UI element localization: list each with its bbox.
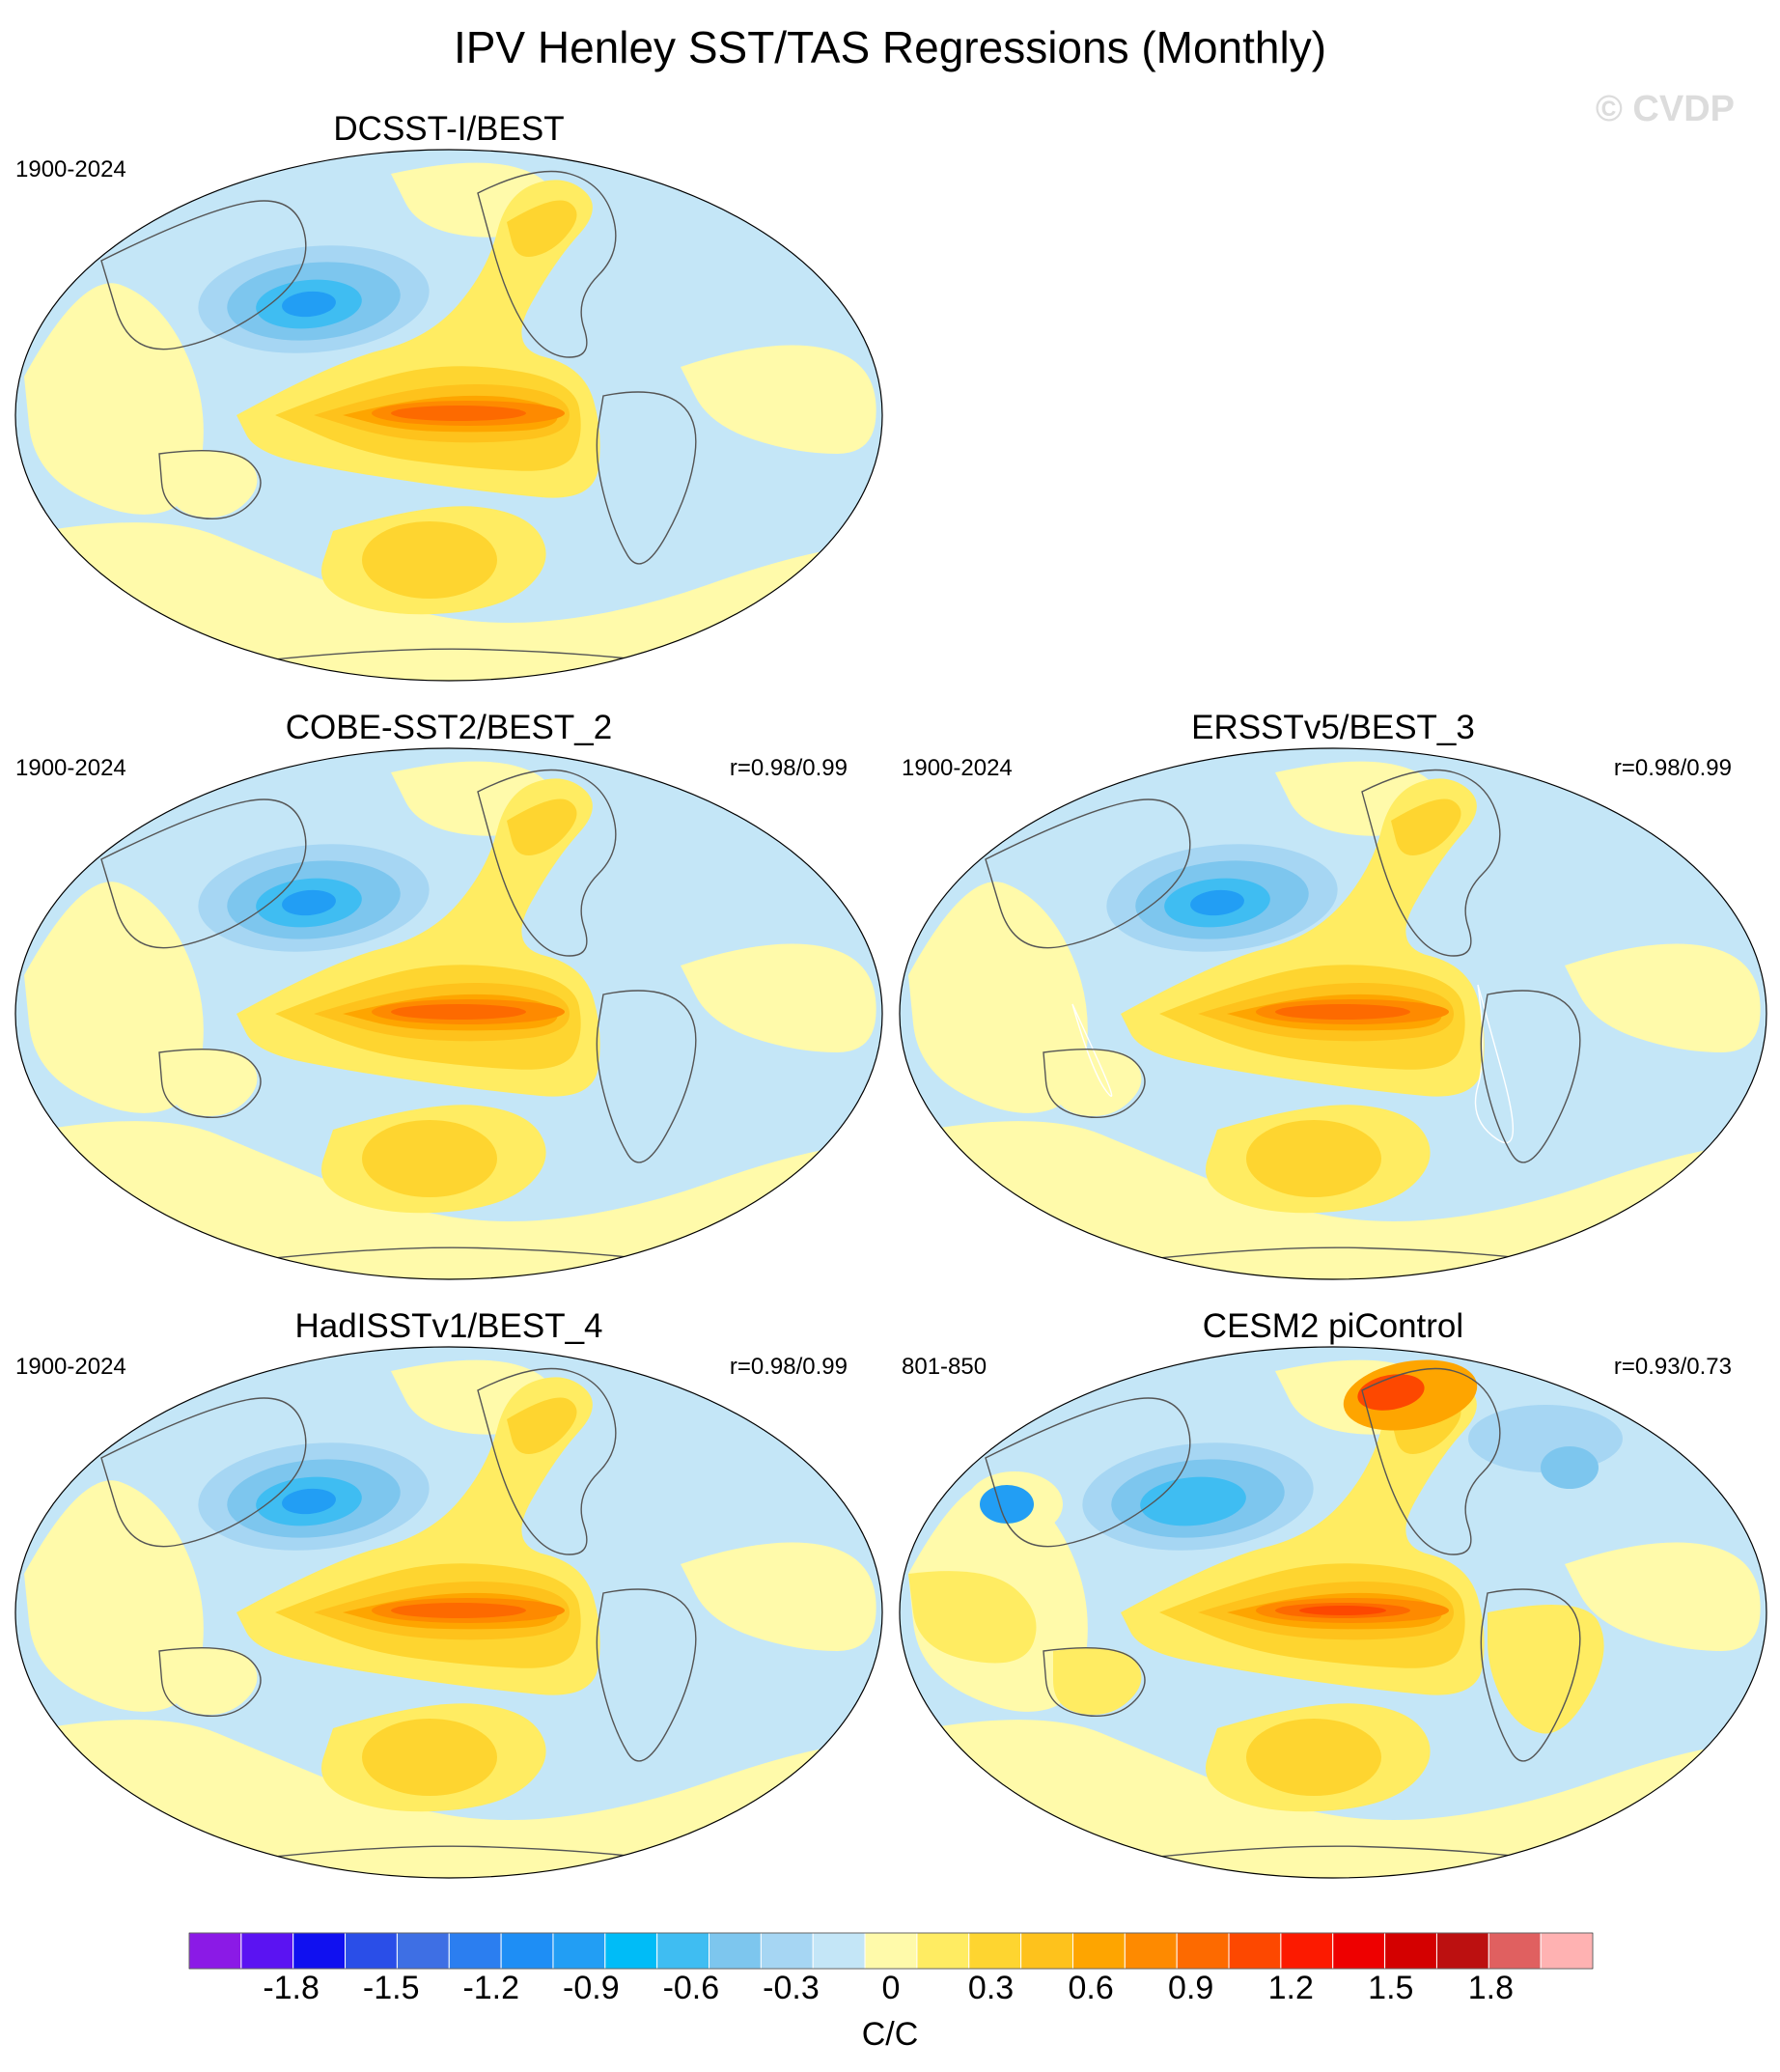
colorbar-tick-label: 0.6 (1068, 1970, 1114, 2006)
colorbar-swatch (760, 1932, 814, 1970)
map-panel-2 (900, 748, 1766, 1279)
colorbar-tick-label: -1.8 (263, 1970, 320, 2006)
colorbar-swatch (1071, 1932, 1126, 1970)
colorbar-tick-label: 1.2 (1267, 1970, 1314, 2006)
colorbar-swatch (396, 1932, 450, 1970)
colorbar-swatch (448, 1932, 502, 1970)
colorbar-swatch (240, 1932, 294, 1970)
colorbar-tick-label: -0.3 (763, 1970, 820, 2006)
colorbar-swatch (345, 1932, 398, 1970)
colorbar-swatch (604, 1932, 658, 1970)
map-outline-1 (14, 747, 883, 1280)
watermark: © CVDP (1595, 89, 1735, 129)
colorbar-tick-label: -0.6 (662, 1970, 720, 2006)
colorbar-tick-label: -0.9 (563, 1970, 620, 2006)
map-panel-4 (900, 1347, 1766, 1878)
colorbar-swatch (812, 1932, 866, 1970)
panel-period-cobe: 1900-2024 (15, 755, 126, 781)
colorbar (188, 1932, 1594, 1970)
colorbar-swatch (1124, 1932, 1178, 1970)
panel-period-cesm2: 801-850 (902, 1354, 987, 1380)
colorbar-swatch (1332, 1932, 1386, 1970)
panel-title-dcsst: DCSST-I/BEST (333, 110, 565, 148)
colorbar-tick-label: 1.8 (1467, 1970, 1514, 2006)
map-panel-1 (15, 748, 882, 1279)
panel-period-ersst: 1900-2024 (902, 755, 1013, 781)
panel-corr-ersst: r=0.98/0.99 (1613, 755, 1732, 781)
colorbar-tick-label: 0.3 (967, 1970, 1015, 2006)
colorbar-swatch (1176, 1932, 1230, 1970)
map-outline-4 (899, 1346, 1767, 1879)
colorbar-swatch (1435, 1932, 1489, 1970)
colorbar-swatch (1228, 1932, 1282, 1970)
colorbar-swatch (1540, 1932, 1594, 1970)
figure-title: IPV Henley SST/TAS Regressions (Monthly) (453, 22, 1327, 72)
panel-title-cobe: COBE-SST2/BEST_2 (285, 709, 613, 746)
map-outline-0 (14, 149, 883, 682)
map-outline-2 (899, 747, 1767, 1280)
colorbar-swatch (864, 1932, 918, 1970)
colorbar-swatch (1488, 1932, 1542, 1970)
colorbar-swatch (656, 1932, 710, 1970)
colorbar-swatch (1384, 1932, 1437, 1970)
map-panel-3 (15, 1347, 882, 1878)
colorbar-tick-label: -1.2 (462, 1970, 520, 2006)
panel-title-hadisst: HadISSTv1/BEST_4 (294, 1307, 603, 1345)
panel-corr-cesm2: r=0.93/0.73 (1613, 1354, 1732, 1380)
colorbar-swatch (968, 1932, 1022, 1970)
panel-corr-cobe: r=0.98/0.99 (729, 755, 848, 781)
panel-title-cesm2: CESM2 piControl (1202, 1307, 1464, 1345)
colorbar-tick-label: 0 (881, 1970, 901, 2006)
colorbar-swatch (552, 1932, 606, 1970)
colorbar-units: C/C (861, 2016, 919, 2053)
colorbar-swatch (188, 1932, 242, 1970)
colorbar-tick-label: 0.9 (1168, 1970, 1214, 2006)
colorbar-swatch (1020, 1932, 1073, 1970)
map-panels (14, 149, 1767, 1879)
colorbar-swatch (292, 1932, 347, 1970)
colorbar-swatch (709, 1932, 762, 1970)
colorbar-swatch (500, 1932, 554, 1970)
map-outline-3 (14, 1346, 883, 1879)
panel-title-ersst: ERSSTv5/BEST_3 (1191, 709, 1475, 746)
colorbar-swatch (916, 1932, 970, 1970)
panel-period-dcsst: 1900-2024 (15, 156, 126, 182)
colorbar-tick-label: 1.5 (1368, 1970, 1414, 2006)
map-panel-0 (15, 150, 882, 681)
panel-corr-hadisst: r=0.98/0.99 (729, 1354, 848, 1380)
panel-period-hadisst: 1900-2024 (15, 1354, 126, 1380)
colorbar-tick-label: -1.5 (362, 1970, 420, 2006)
colorbar-swatch (1280, 1932, 1334, 1970)
